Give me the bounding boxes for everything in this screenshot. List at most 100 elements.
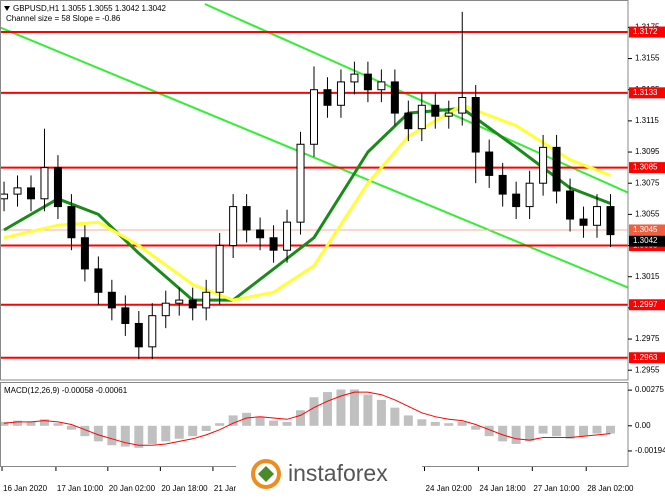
candle-body — [175, 299, 184, 304]
price-tag — [629, 224, 665, 236]
macd-bar — [403, 415, 413, 426]
macd-bar — [457, 421, 467, 426]
candle-body — [404, 112, 413, 130]
symbol-header: GBPUSD,H1 1.3055 1.3055 1.3042 1.3042 — [13, 4, 167, 13]
candle-body — [336, 81, 345, 106]
y-tick-label: 1.2975 — [635, 334, 660, 343]
macd-bar — [39, 419, 49, 426]
macd-bar — [592, 425, 602, 434]
x-tick-label: 20 Jan 02:00 — [109, 484, 156, 493]
candle-body — [188, 299, 197, 309]
macd-bar — [552, 425, 562, 437]
macd-panel — [0, 389, 615, 448]
level-tag-label: 1.2997 — [633, 300, 658, 309]
macd-bar — [13, 420, 23, 426]
candle-body — [512, 193, 521, 208]
macd-bar — [188, 425, 198, 437]
x-tick-label: 17 Jan 10:00 — [57, 484, 104, 493]
macd-bar — [269, 420, 279, 426]
candle-body — [80, 237, 89, 270]
candle-body — [444, 112, 453, 117]
candle-body — [296, 143, 305, 223]
candle-body — [134, 322, 143, 348]
macd-bar — [26, 421, 36, 426]
candle-body — [148, 315, 157, 348]
last-price-tag — [629, 235, 665, 247]
candle-body — [310, 89, 318, 145]
candle-body — [256, 229, 265, 239]
macd-bar — [579, 425, 589, 437]
candle-body — [13, 187, 22, 195]
macd-bar — [107, 425, 117, 446]
macd-bar — [134, 425, 144, 448]
candle-body — [26, 187, 35, 200]
candle-body — [471, 97, 480, 153]
macd-bar — [215, 423, 225, 426]
y-tick-label: 0.00275 — [635, 385, 664, 394]
level-tag-label: 1.2963 — [633, 353, 658, 362]
candle-body — [606, 206, 615, 236]
candle-body — [202, 291, 211, 309]
y-tick-label: 1.2955 — [635, 365, 660, 374]
main-panel — [0, 3, 628, 360]
candle-body — [40, 167, 49, 200]
menu-arrow — [4, 6, 10, 11]
level-tag-label: 1.3085 — [633, 163, 658, 172]
macd-bar — [511, 425, 521, 444]
main-frame — [0, 0, 629, 381]
macd-bar — [322, 392, 332, 426]
watermark-icon — [251, 459, 281, 489]
level-tag-label: 1.3133 — [633, 88, 658, 97]
x-tick-label: 16 Jan 2020 — [3, 484, 48, 493]
macd-bar — [0, 421, 9, 426]
level-tag — [629, 299, 665, 311]
macd-bar — [565, 425, 575, 439]
candle-body — [566, 190, 575, 220]
y-tick-label: 1.3115 — [635, 116, 659, 125]
y-tick-label: 1.3055 — [635, 209, 660, 218]
level-tag — [629, 87, 665, 99]
macd-bar — [255, 416, 265, 426]
x-tick-label: 24 Jan 18:00 — [479, 484, 526, 493]
candle-body — [229, 206, 238, 247]
candle-body — [53, 167, 62, 208]
macd-bar — [444, 423, 454, 426]
macd-bar — [376, 399, 386, 426]
candle-body — [350, 73, 359, 83]
macd-bar — [147, 425, 157, 444]
channel-info: Channel size = 58 Slope = -0.86 — [6, 14, 121, 23]
macd-title: MACD(12,26,9) -0.00058 -0.00061 — [4, 386, 128, 395]
y-tick-label: -0.00194 — [635, 446, 665, 455]
signal-line — [3, 391, 611, 446]
level-tag — [629, 352, 665, 364]
price-tag-label: 1.3045 — [633, 225, 658, 234]
macd-bar — [93, 425, 103, 442]
macd-bar — [363, 394, 373, 426]
level-tag — [629, 26, 665, 38]
level-tag — [629, 162, 665, 174]
macd-bar — [161, 425, 171, 442]
macd-bar — [471, 425, 481, 430]
moving-average — [3, 106, 612, 302]
x-tick-label: 27 Jan 10:00 — [533, 484, 580, 493]
macd-bar — [484, 425, 494, 437]
candle-body — [94, 268, 103, 293]
macd-bar — [174, 425, 184, 439]
candle-body — [390, 81, 399, 114]
candle-body — [579, 218, 588, 226]
macd-bar — [53, 423, 63, 426]
macd-bar — [417, 419, 427, 426]
candle-body — [323, 89, 332, 106]
macd-bar — [430, 421, 440, 426]
candle-body — [377, 81, 386, 91]
candle-body — [161, 302, 170, 317]
macd-bar — [120, 425, 130, 447]
macd-bar — [282, 421, 292, 426]
y-tick-label: 1.3015 — [635, 272, 660, 281]
macd-bar — [336, 389, 346, 426]
macd-bar — [66, 425, 76, 430]
candle-body — [67, 206, 76, 239]
candle-body — [107, 291, 116, 309]
macd-bar — [296, 410, 306, 426]
